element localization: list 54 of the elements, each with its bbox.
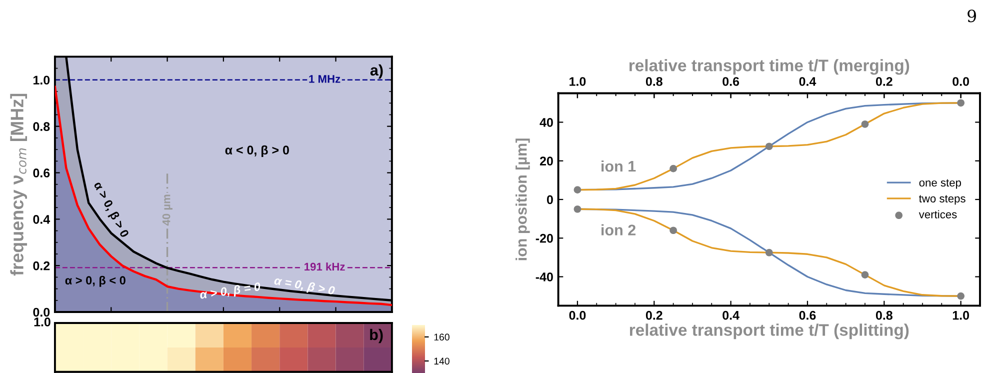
x2-tick-label: 1.0 xyxy=(570,77,586,86)
annotation: α = 0, β > 0 xyxy=(274,276,336,298)
annotation: α > 0, β < 0 xyxy=(65,276,126,287)
y-tick-label: 0 xyxy=(546,195,553,204)
y-tick-label: 0.6 xyxy=(33,168,50,178)
point xyxy=(670,164,677,172)
x-tick-label: 0.2 xyxy=(646,310,662,320)
legend-label: two steps xyxy=(919,195,966,205)
x2-tick-label: 0.6 xyxy=(722,77,740,86)
x-tick-label: 1.0 xyxy=(952,310,970,320)
y-axis-title: ion position [µm] xyxy=(516,138,530,260)
annotation: α > 0, β > 0 xyxy=(92,180,130,239)
y-tick-label: 0.4 xyxy=(33,214,50,224)
ref-line-label: 1 MHz xyxy=(309,75,340,83)
point xyxy=(765,142,773,150)
x2-tick-label: 0.4 xyxy=(799,77,816,86)
x2-tick-label: 0.2 xyxy=(876,77,892,86)
annotation: a) xyxy=(370,64,383,79)
annotation: α > 0, β = 0 xyxy=(199,282,262,302)
x-tick-label: 0.0 xyxy=(569,310,586,320)
point xyxy=(861,271,869,278)
color-bar-label: 140 xyxy=(434,358,450,365)
x2-axis-title: relative transport time t/T (merging) xyxy=(629,59,910,75)
y-tick-label: 1.0 xyxy=(34,76,50,85)
y-tick-label: 0.2 xyxy=(33,261,50,270)
x-tick-label: 0.4 xyxy=(722,310,740,320)
x-axis-title: relative transport time t/T (splitting) xyxy=(630,324,909,340)
legend-label: vertices xyxy=(918,210,957,218)
text: 9 xyxy=(968,10,976,22)
annotation: 40 µm xyxy=(162,194,172,226)
point xyxy=(861,120,869,128)
point xyxy=(670,226,677,234)
point xyxy=(765,248,773,256)
y-tick-label: -40 xyxy=(536,272,553,282)
point xyxy=(957,99,965,107)
point xyxy=(574,186,582,194)
x-tick-label: 0.6 xyxy=(799,310,816,320)
y-axis-title: frequency ν$_{com}$ [MHz] xyxy=(10,94,28,276)
y-tick-label: -20 xyxy=(536,234,553,243)
y-tick-label: 40 xyxy=(540,118,553,127)
x-tick-label: 0.8 xyxy=(876,310,892,320)
color-bar-label: 160 xyxy=(434,334,450,341)
annotation: α < 0, β > 0 xyxy=(225,145,289,157)
y-tick-label: 0.8 xyxy=(33,122,50,131)
ref-line-label: 191 kHz xyxy=(304,262,345,271)
annotation: ion 2 xyxy=(602,224,636,236)
point xyxy=(574,205,582,213)
x2-tick-label: 0.0 xyxy=(952,77,970,86)
annotation: ion 1 xyxy=(602,160,636,172)
legend-label: one step xyxy=(919,179,962,189)
point xyxy=(957,292,965,300)
x2-tick-label: 0.8 xyxy=(646,77,662,86)
annotation: b) xyxy=(370,328,383,344)
y-tick-label: 20 xyxy=(540,156,553,166)
